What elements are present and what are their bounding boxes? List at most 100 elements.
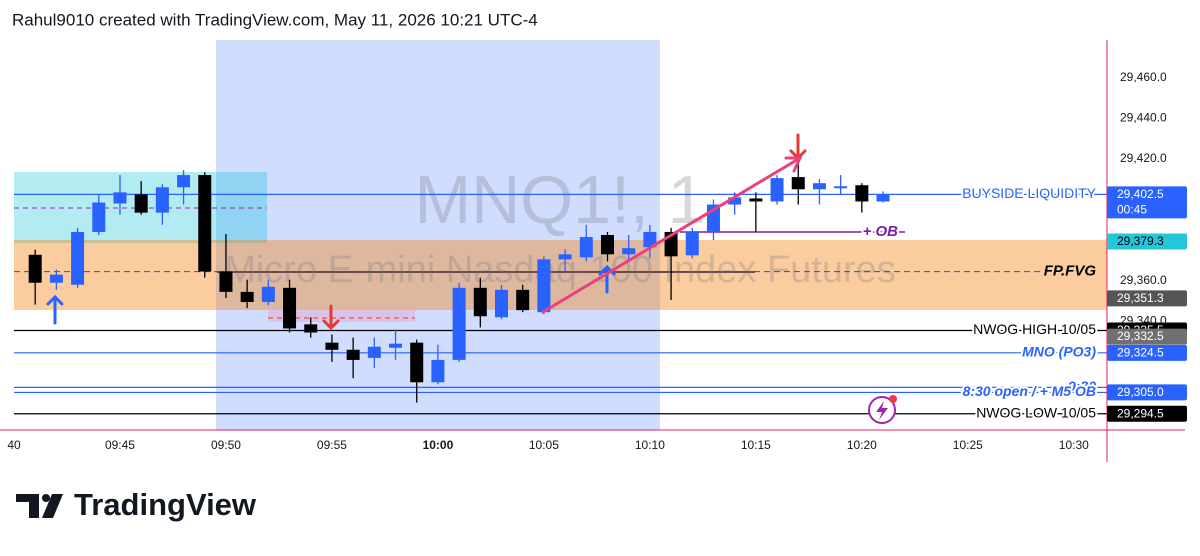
- candle-body: [685, 231, 699, 256]
- logo-mark: [42, 494, 50, 502]
- level-label: 9:30: [1068, 378, 1096, 394]
- candle-body: [876, 194, 890, 202]
- candle-body: [325, 342, 339, 350]
- x-tick-label: 40: [7, 438, 21, 452]
- price-tag-label: 29,402.5: [1117, 187, 1164, 201]
- price-tag: [1107, 328, 1187, 345]
- fvg-label: FP.FVG: [1044, 263, 1097, 280]
- candle-body: [410, 342, 424, 383]
- x-tick-label: 10:30: [1059, 438, 1089, 452]
- candle-body: [452, 287, 466, 360]
- ob-label: + OB: [863, 223, 899, 240]
- candle-body: [600, 235, 614, 255]
- candle-body: [92, 202, 106, 232]
- level-label: 8:30 open / + M5 OB: [963, 383, 1096, 399]
- candle-body: [283, 287, 297, 329]
- y-tick-label: 29,360.0: [1120, 273, 1167, 287]
- pink-zone: [268, 310, 415, 322]
- x-tick-label: 09:45: [105, 438, 135, 452]
- candle-body: [240, 291, 254, 303]
- x-tick-label: 09:50: [211, 438, 241, 452]
- candle-body: [71, 231, 85, 285]
- candle-body: [473, 287, 487, 317]
- logo-mark: [16, 494, 39, 518]
- price-tag-label: 29,324.5: [1117, 345, 1164, 359]
- candle-body: [49, 274, 63, 283]
- level-label: NWOG LOW 10/05: [976, 404, 1096, 420]
- candle-body: [855, 185, 869, 202]
- candle-body: [304, 324, 318, 333]
- candle-body: [749, 198, 763, 202]
- level-label: BUYSIDE LIQUIDITY: [962, 185, 1096, 201]
- x-tick-label: 10:15: [741, 438, 771, 452]
- price-tag-label: 29,379.3: [1117, 234, 1164, 248]
- candle-body: [812, 183, 826, 190]
- price-tag-label: 29,305.0: [1117, 385, 1164, 399]
- alert-bolt[interactable]: [876, 401, 888, 420]
- drawings: [46, 133, 807, 331]
- candle-body: [113, 192, 127, 204]
- candle-body: [134, 194, 148, 213]
- price-tag: [1107, 233, 1187, 250]
- candle-body: [579, 237, 593, 258]
- candle-body: [389, 343, 403, 348]
- price-tag: [1107, 405, 1187, 422]
- candle-body: [516, 289, 530, 311]
- candle-body: [367, 346, 381, 358]
- footer-logo: TradingView: [16, 487, 257, 522]
- price-tag: [1107, 186, 1187, 219]
- y-tick-label: 29,440.0: [1120, 110, 1167, 124]
- candle-body: [431, 359, 445, 383]
- candle-body: [558, 254, 572, 260]
- price-tag: [1107, 344, 1187, 361]
- candle-body: [495, 289, 509, 318]
- price-tag: [1107, 384, 1187, 401]
- candle-body: [622, 248, 636, 255]
- alert-icon[interactable]: [868, 395, 897, 424]
- candle-body: [770, 178, 784, 202]
- watermark-symbol: MNQ1!, 1: [415, 162, 706, 238]
- level-label: NWOG HIGH 10/05: [973, 321, 1096, 337]
- price-tags: 29,402.500:4529,379.329,351.329,335.529,…: [1107, 186, 1187, 422]
- candles: [28, 161, 890, 403]
- fvg-zone: [14, 240, 1107, 310]
- x-tick-label: 10:05: [529, 438, 559, 452]
- level-label: MNO (PO3): [1022, 344, 1096, 360]
- down-arrow: [789, 133, 807, 161]
- price-tag: [1107, 290, 1187, 307]
- down-arrow: [322, 304, 340, 331]
- x-tick-label: 10:25: [953, 438, 983, 452]
- logo-mark: [42, 494, 63, 518]
- price-tag-label: 29,332.5: [1117, 329, 1164, 343]
- candle-body: [155, 187, 169, 213]
- price-tag-label: 29,351.3: [1117, 291, 1164, 305]
- header-title: Rahul9010 created with TradingView.com, …: [12, 10, 538, 29]
- candle-body: [28, 254, 42, 283]
- x-tick-label: 09:55: [317, 438, 347, 452]
- candle-body: [198, 175, 212, 272]
- countdown: 00:45: [1117, 203, 1147, 217]
- x-tick-label: 10:20: [847, 438, 877, 452]
- price-tag-label: 29,294.5: [1117, 406, 1164, 420]
- y-tick-label: 29,420.0: [1120, 151, 1167, 165]
- candle-body: [537, 259, 551, 313]
- levels: BUYSIDE LIQUIDITY NWOG HIGH 10/05 MNO (PO3…: [14, 183, 1107, 422]
- candle-body: [261, 286, 275, 303]
- candle-body: [834, 186, 848, 189]
- logo-text: TradingView: [74, 487, 257, 522]
- alert-dot[interactable]: [889, 395, 897, 403]
- x-tick-label: 10:10: [635, 438, 665, 452]
- candle-body: [643, 231, 657, 248]
- candle-body: [791, 177, 805, 190]
- trend-line: [541, 156, 803, 314]
- candle-body: [346, 349, 360, 360]
- up-arrow: [46, 294, 64, 325]
- candle-body: [177, 175, 191, 188]
- y-tick-label: 29,460.0: [1120, 70, 1167, 84]
- candle-body: [728, 197, 742, 205]
- y-tick-label: 29,340.0: [1120, 314, 1167, 328]
- candle-body: [219, 271, 233, 292]
- x-tick-label: 10:00: [423, 438, 454, 452]
